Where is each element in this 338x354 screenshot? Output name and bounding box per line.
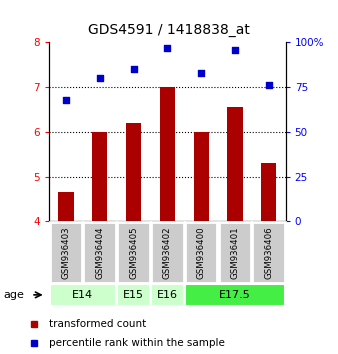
FancyBboxPatch shape: [219, 222, 251, 282]
Text: GSM936401: GSM936401: [231, 226, 239, 279]
Bar: [92, 132, 107, 221]
FancyBboxPatch shape: [50, 222, 82, 282]
Text: percentile rank within the sample: percentile rank within the sample: [49, 338, 225, 348]
FancyBboxPatch shape: [50, 284, 116, 306]
Text: E15: E15: [123, 290, 144, 300]
Text: GSM936405: GSM936405: [129, 226, 138, 279]
Text: GSM936404: GSM936404: [95, 226, 104, 279]
Text: age: age: [3, 290, 24, 300]
Point: [97, 75, 102, 81]
FancyBboxPatch shape: [185, 284, 285, 306]
Bar: [193, 132, 209, 221]
Text: GSM936403: GSM936403: [62, 226, 70, 279]
Bar: [227, 107, 243, 221]
Text: GDS4591 / 1418838_at: GDS4591 / 1418838_at: [88, 23, 250, 37]
Bar: [58, 192, 74, 221]
FancyBboxPatch shape: [117, 222, 150, 282]
Bar: [261, 163, 276, 221]
Point: [198, 70, 204, 76]
Bar: [126, 123, 141, 221]
Point: [266, 82, 271, 88]
FancyBboxPatch shape: [151, 284, 184, 306]
Text: E17.5: E17.5: [219, 290, 251, 300]
Point: [165, 45, 170, 51]
FancyBboxPatch shape: [151, 222, 184, 282]
Point: [232, 47, 238, 52]
Bar: [160, 87, 175, 221]
Text: GSM936402: GSM936402: [163, 226, 172, 279]
Text: transformed count: transformed count: [49, 319, 146, 329]
FancyBboxPatch shape: [117, 284, 150, 306]
Text: GSM936406: GSM936406: [264, 226, 273, 279]
FancyBboxPatch shape: [252, 222, 285, 282]
Point: [63, 97, 69, 103]
FancyBboxPatch shape: [185, 222, 217, 282]
Text: E16: E16: [157, 290, 178, 300]
Text: GSM936400: GSM936400: [197, 226, 206, 279]
Text: E14: E14: [72, 290, 93, 300]
FancyBboxPatch shape: [83, 222, 116, 282]
Point: [131, 67, 136, 72]
